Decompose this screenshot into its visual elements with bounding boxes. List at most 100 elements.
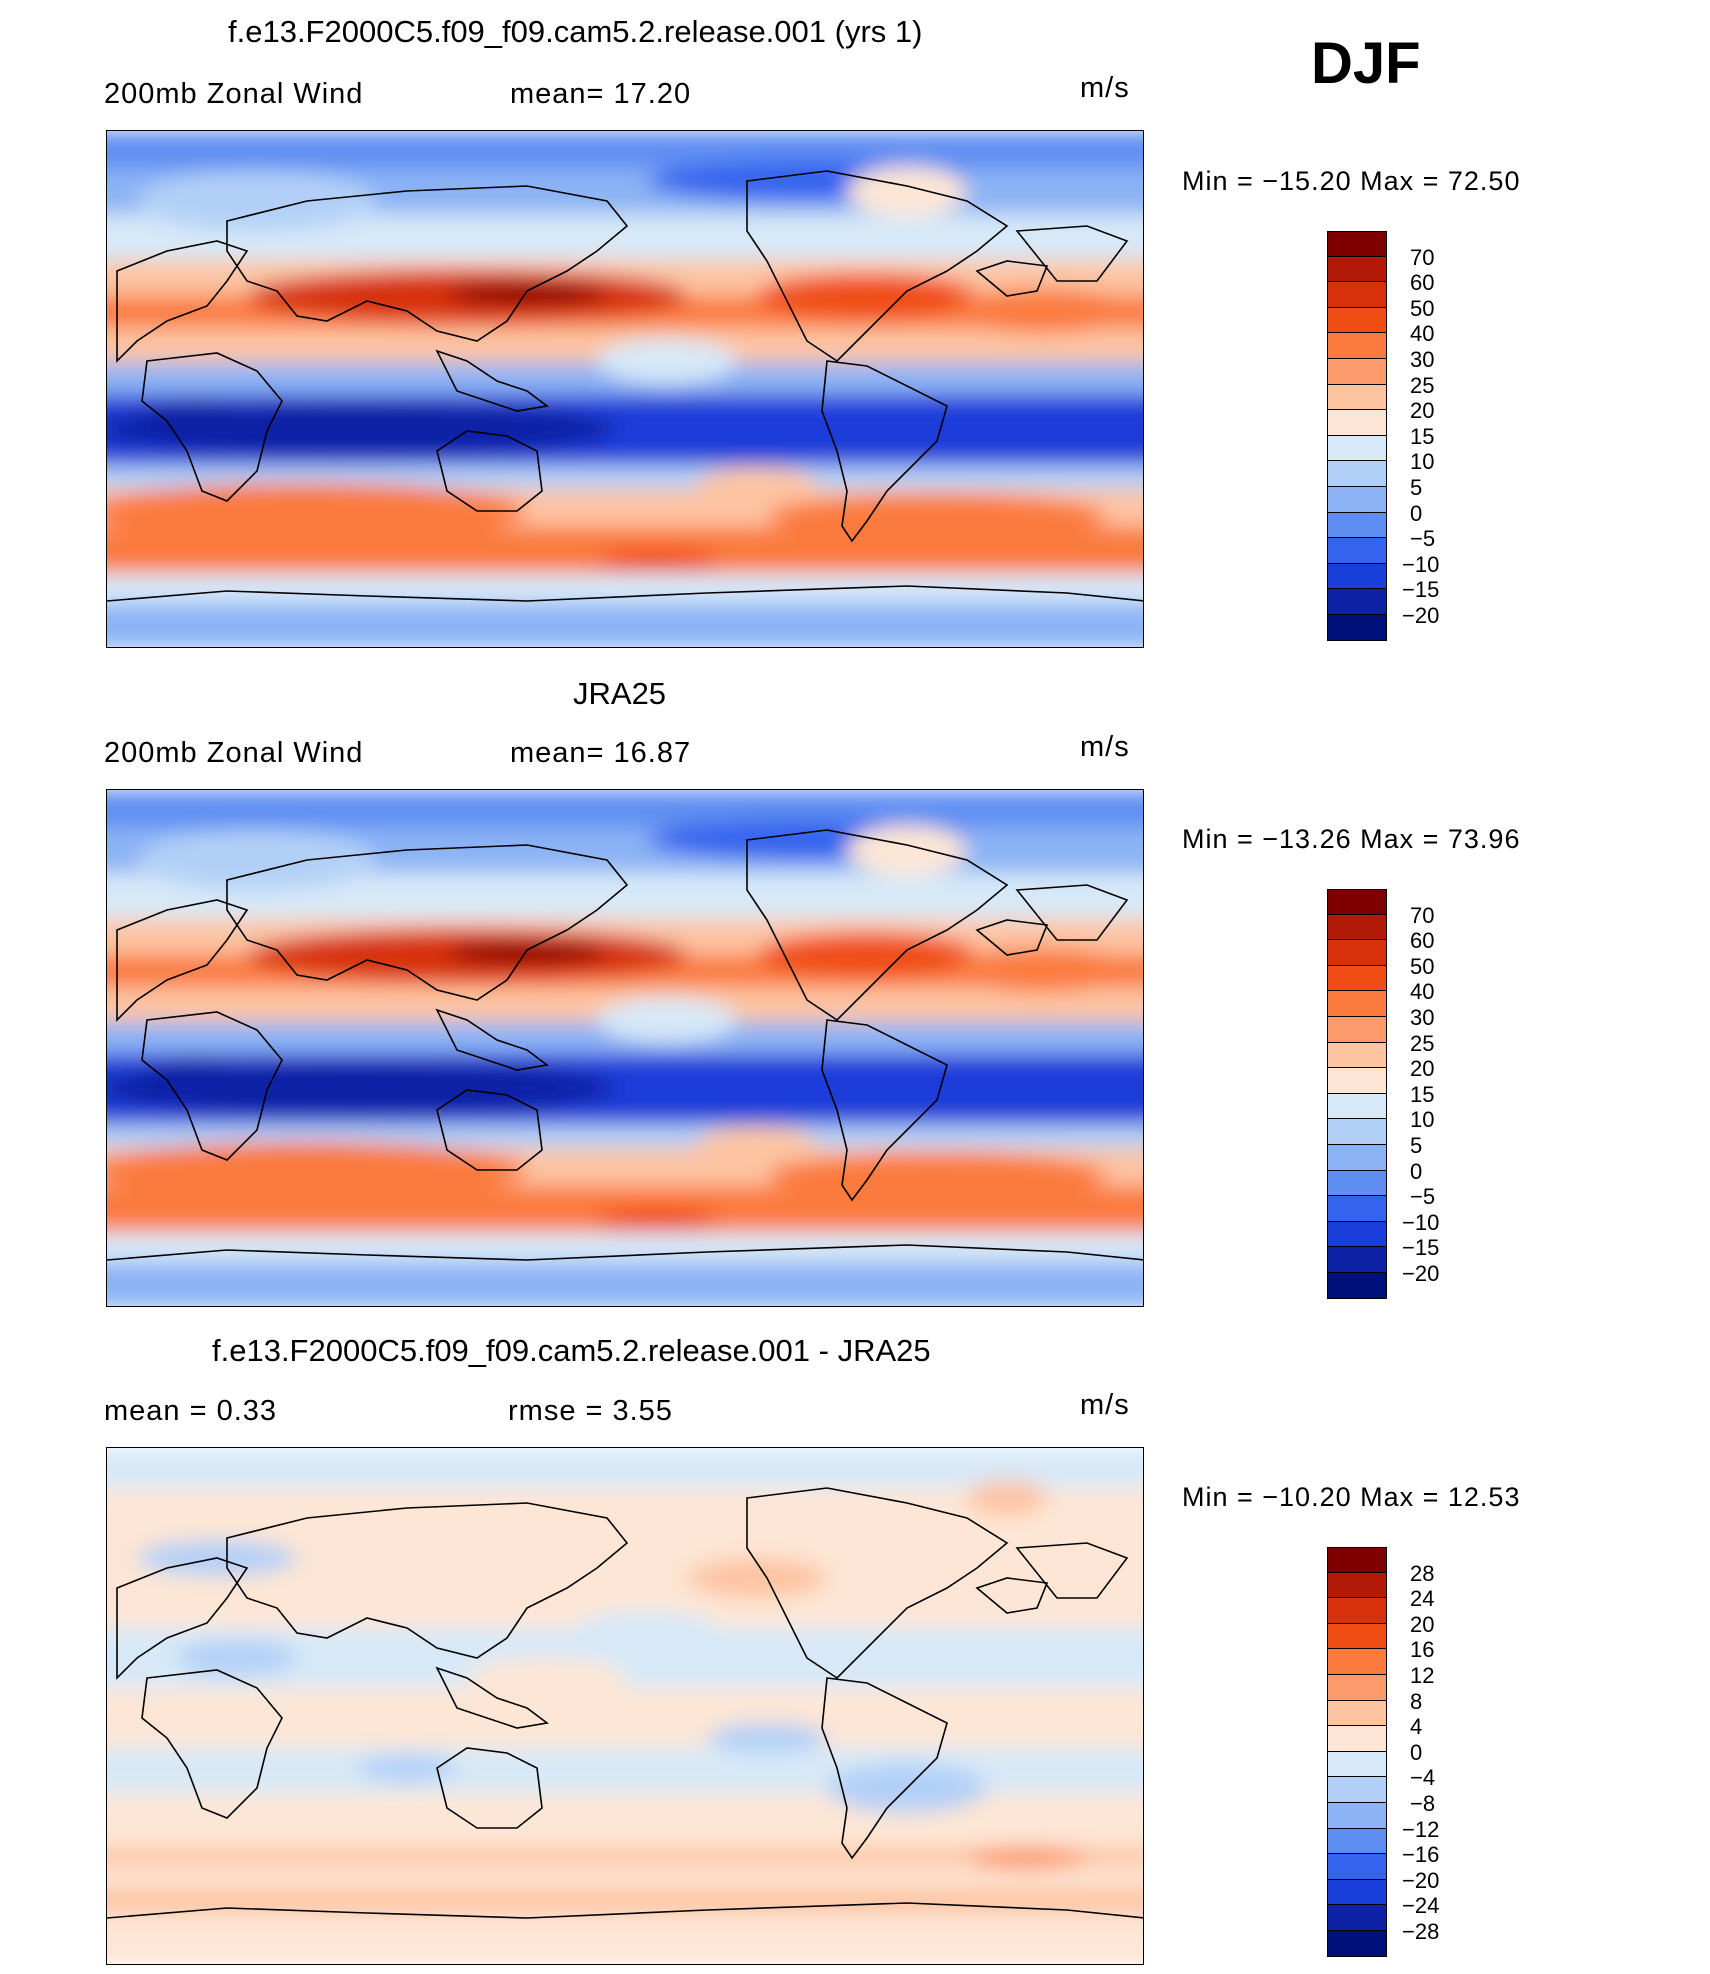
colorbar-tick-label: −12 [1402,1816,1440,1842]
field-blob [952,948,1132,992]
colorbar-tick-label: 15 [1410,1081,1435,1107]
colorbar-tick-label: −10 [1402,1209,1440,1235]
colorbar-cell [1327,435,1387,462]
field-band [107,573,1143,603]
field-blob [137,171,377,231]
colorbar-cell [1327,1802,1387,1829]
colorbar-cell [1327,1016,1387,1043]
field-blob [137,399,257,443]
panel-3-map [106,1447,1144,1965]
colorbar-tick-label: 24 [1410,1586,1435,1612]
field-blob [107,1142,527,1198]
colorbar-tick-label: 50 [1410,953,1435,979]
colorbar-cell [1327,1905,1387,1931]
colorbar-tick-label: 5 [1410,1133,1423,1158]
panel-2-map [106,789,1144,1307]
continent-outline [821,1677,948,1860]
field-blob [137,830,377,890]
panel-3-units: m/s [1080,1389,1130,1421]
continent-outline [141,1011,283,1161]
colorbar-tick-label: −5 [1410,1184,1436,1210]
continent-outline [226,844,629,1001]
field-blob [447,943,607,963]
continent-outline [107,585,1143,602]
colorbar-tick-label: 60 [1410,270,1435,296]
colorbar-cell [1327,1247,1387,1273]
continent-outline [141,352,283,502]
continent-outline [436,1747,543,1829]
continent-outline [746,1487,1009,1680]
colorbar-tick-label: 10 [1410,1107,1435,1133]
colorbar-cell [1327,410,1387,436]
continent-outline [436,1089,543,1171]
colorbar-cell [1327,1068,1387,1094]
field-blob [447,284,607,304]
colorbar-cell [1327,1272,1387,1299]
colorbar-cell [1327,940,1387,966]
field-band [107,1448,1143,1488]
colorbar-cell [1327,512,1387,539]
map-svg [107,1448,1143,1964]
colorbar-tick-label: 70 [1410,244,1435,270]
colorbar-cell [1327,1879,1387,1906]
continent-outline [435,349,549,412]
colorbar-cell [1327,1170,1387,1197]
continent-outline [107,1244,1143,1261]
panel-1-mean: mean= 17.20 [510,78,692,110]
field-band [107,1918,1143,1964]
field-blob [597,549,717,573]
field-blob [767,1153,1107,1197]
field-band [107,131,1143,169]
field-blob [847,825,967,875]
continent-outline [435,1008,549,1071]
colorbar-cell [1327,1649,1387,1675]
colorbar-cell [1327,1930,1387,1957]
colorbar-cell [1327,563,1387,590]
continent-outline [116,240,249,363]
colorbar-cell [1327,1093,1387,1120]
colorbar-cell [1327,1119,1387,1145]
colorbar-tick-label: 5 [1410,475,1423,500]
panel-1-colorbar [1327,231,1387,641]
field-blob [767,494,1107,538]
continent-outline [746,829,1009,1022]
panel-2-units: m/s [1080,731,1130,763]
colorbar-cell [1327,486,1387,513]
field-blob [707,1723,827,1753]
panel-3-rmse: rmse = 3.55 [508,1395,673,1427]
colorbar-cell [1327,1854,1387,1880]
continent-outline [226,1502,629,1659]
continent-outline [436,430,543,512]
field-blob [847,166,967,216]
colorbar-tick-label: 10 [1410,449,1435,475]
panel-1-units: m/s [1080,72,1130,104]
continent-outline [1015,884,1129,941]
field-blob [847,395,1007,447]
colorbar-tick-label: −24 [1402,1893,1440,1919]
colorbar-cell [1327,358,1387,385]
continent-outline [821,1019,948,1202]
continent-outline [1015,1542,1129,1599]
continent-outline [746,170,1009,363]
field-blob [757,933,977,977]
continent-outline [226,185,629,342]
colorbar-tick-label: 40 [1410,321,1435,347]
colorbar-cell [1327,282,1387,308]
colorbar-cell [1327,1828,1387,1855]
colorbar-cell [1327,1042,1387,1069]
colorbar-tick-label: 25 [1410,1030,1435,1056]
field-band [107,1448,1143,1964]
colorbar-tick-label: 4 [1410,1714,1423,1740]
colorbar-tick-label: 40 [1410,979,1435,1005]
colorbar-tick-label: −20 [1402,1261,1440,1286]
colorbar-cell [1327,589,1387,615]
colorbar-cell [1327,1751,1387,1778]
panel-3-colorbar [1327,1547,1387,1957]
colorbar-cell [1327,1221,1387,1248]
colorbar-tick-label: 15 [1410,423,1435,449]
colorbar-tick-label: −5 [1410,526,1436,552]
panel-1-min-max: Min = −15.20 Max = 72.50 [1182,166,1521,196]
colorbar-cell [1327,461,1387,487]
continent-outline [975,260,1049,297]
colorbar-tick-label: −28 [1402,1919,1440,1944]
